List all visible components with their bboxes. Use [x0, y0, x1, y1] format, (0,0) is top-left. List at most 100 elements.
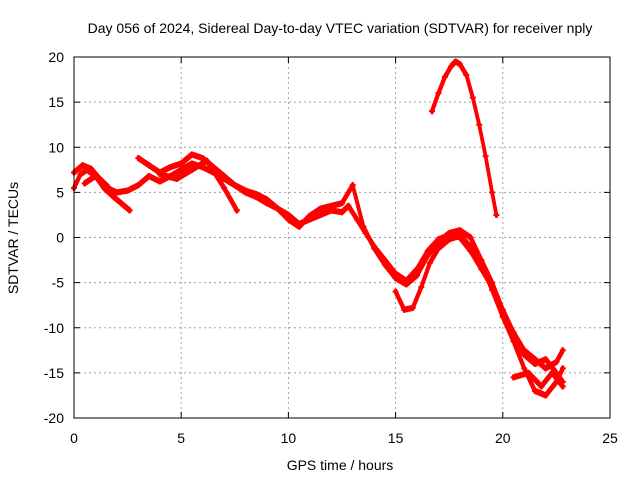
- data-point: [146, 162, 153, 169]
- data-point: [489, 286, 496, 293]
- data-point: [456, 61, 463, 68]
- x-tick-label: 20: [495, 430, 511, 446]
- data-point: [478, 261, 485, 268]
- series-track-7: [156, 157, 240, 214]
- data-point: [467, 234, 474, 241]
- data-point: [188, 151, 195, 158]
- data-point: [221, 184, 228, 191]
- y-tick-label: 20: [48, 49, 64, 65]
- data-point: [274, 205, 281, 212]
- data-point: [360, 223, 367, 230]
- data-point: [188, 166, 195, 173]
- data-point: [296, 223, 303, 230]
- data-point: [124, 187, 131, 194]
- data-point: [178, 166, 185, 173]
- data-point: [178, 160, 185, 167]
- data-point: [135, 155, 142, 162]
- x-tick-label: 25: [602, 430, 618, 446]
- data-point: [525, 369, 532, 376]
- data-point: [113, 189, 120, 196]
- data-point: [553, 359, 560, 366]
- data-point: [285, 216, 292, 223]
- data-point: [542, 392, 549, 399]
- data-point: [510, 374, 517, 381]
- data-point: [349, 182, 356, 189]
- x-tick-label: 15: [388, 430, 404, 446]
- tick-layer: 0 5 10 15 20 25 -20 -15 -10 -5 0 5 10 15 20: [44, 49, 618, 446]
- data-point: [467, 243, 474, 250]
- data-point: [452, 58, 459, 65]
- data-point: [559, 365, 566, 372]
- data-point: [381, 261, 388, 268]
- data-point: [339, 209, 345, 216]
- data-point: [354, 216, 361, 223]
- y-axis-title: SDTVAR / TECUs: [5, 182, 21, 294]
- data-point: [531, 387, 538, 394]
- data-point: [77, 171, 84, 178]
- series-line: [394, 235, 565, 399]
- series-track-6: [429, 58, 500, 218]
- data-point: [482, 153, 489, 160]
- series-track-8: [510, 369, 566, 390]
- data-point: [456, 232, 463, 239]
- data-point: [435, 239, 442, 246]
- y-tick-label: -20: [44, 410, 64, 426]
- data-point: [463, 72, 470, 79]
- data-point: [476, 121, 483, 128]
- y-tick-label: 10: [48, 139, 64, 155]
- data-point: [306, 212, 313, 219]
- data-point: [328, 202, 335, 209]
- data-point: [156, 178, 163, 185]
- data-point: [559, 347, 566, 354]
- y-tick-label: -10: [44, 320, 64, 336]
- data-point: [79, 162, 86, 169]
- data-point: [489, 189, 496, 196]
- data-point: [253, 191, 260, 198]
- data-point: [531, 356, 538, 363]
- series-layer: [71, 58, 566, 399]
- data-point: [446, 229, 453, 236]
- data-point: [521, 347, 528, 354]
- data-point: [521, 365, 528, 372]
- series-track-5: [392, 232, 566, 399]
- data-point: [81, 180, 88, 187]
- data-point: [409, 304, 416, 311]
- data-point: [403, 281, 410, 288]
- series-line: [430, 61, 498, 218]
- data-point: [414, 272, 421, 279]
- data-point: [549, 369, 556, 376]
- data-point: [118, 200, 125, 207]
- data-point: [441, 73, 448, 80]
- data-point: [401, 306, 408, 313]
- data-point: [435, 245, 442, 252]
- data-point: [429, 108, 436, 115]
- data-point: [92, 173, 99, 180]
- y-tick-label: 5: [56, 184, 64, 200]
- data-point: [109, 192, 116, 199]
- data-point: [542, 365, 549, 372]
- x-tick-label: 5: [177, 430, 185, 446]
- data-point: [317, 211, 324, 218]
- x-axis-title: GPS time / hours: [287, 457, 394, 473]
- data-point: [317, 205, 324, 212]
- data-point: [221, 173, 228, 180]
- y-tick-label: -15: [44, 365, 64, 381]
- data-point: [233, 207, 240, 214]
- data-point: [424, 252, 431, 259]
- data-point: [559, 383, 566, 390]
- data-point: [345, 202, 352, 209]
- data-point: [538, 383, 545, 390]
- y-tick-label: 15: [48, 94, 64, 110]
- data-point: [469, 94, 476, 101]
- data-point: [242, 187, 249, 194]
- data-point: [126, 207, 133, 214]
- data-point: [88, 165, 95, 172]
- data-point: [499, 313, 506, 320]
- data-point: [493, 211, 500, 218]
- data-point: [173, 175, 180, 182]
- data-point: [418, 284, 425, 291]
- data-point: [371, 245, 378, 252]
- data-point: [510, 338, 517, 345]
